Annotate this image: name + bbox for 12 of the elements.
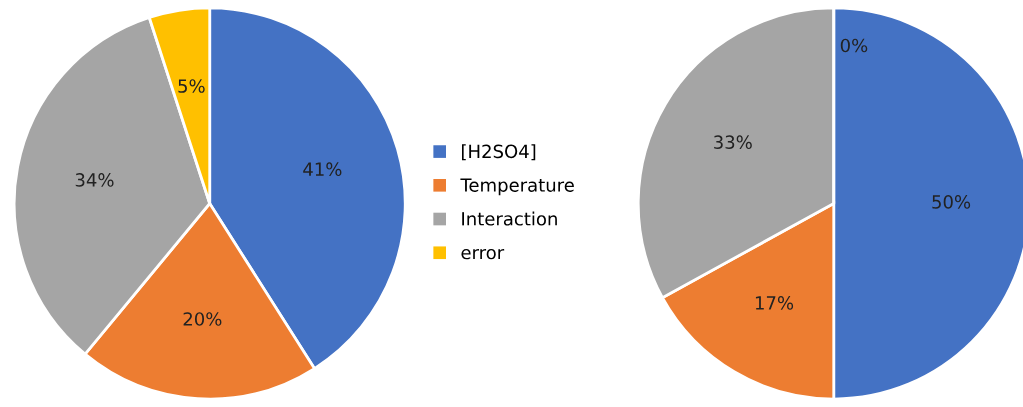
data-label: 34% — [75, 173, 114, 187]
legend-label: Temperature — [460, 178, 574, 196]
data-label: 17% — [755, 296, 794, 310]
data-label: 5% — [178, 79, 205, 93]
data-label: 33% — [714, 135, 752, 150]
text: 0% — [840, 38, 868, 53]
legend-label: [H2SO4] — [462, 144, 536, 161]
data-label: 20% — [183, 312, 222, 326]
legend-label: error — [461, 248, 505, 260]
data-label: 41% — [303, 162, 342, 177]
legend-label: Interaction — [462, 211, 557, 226]
data-label: 50% — [932, 195, 971, 209]
